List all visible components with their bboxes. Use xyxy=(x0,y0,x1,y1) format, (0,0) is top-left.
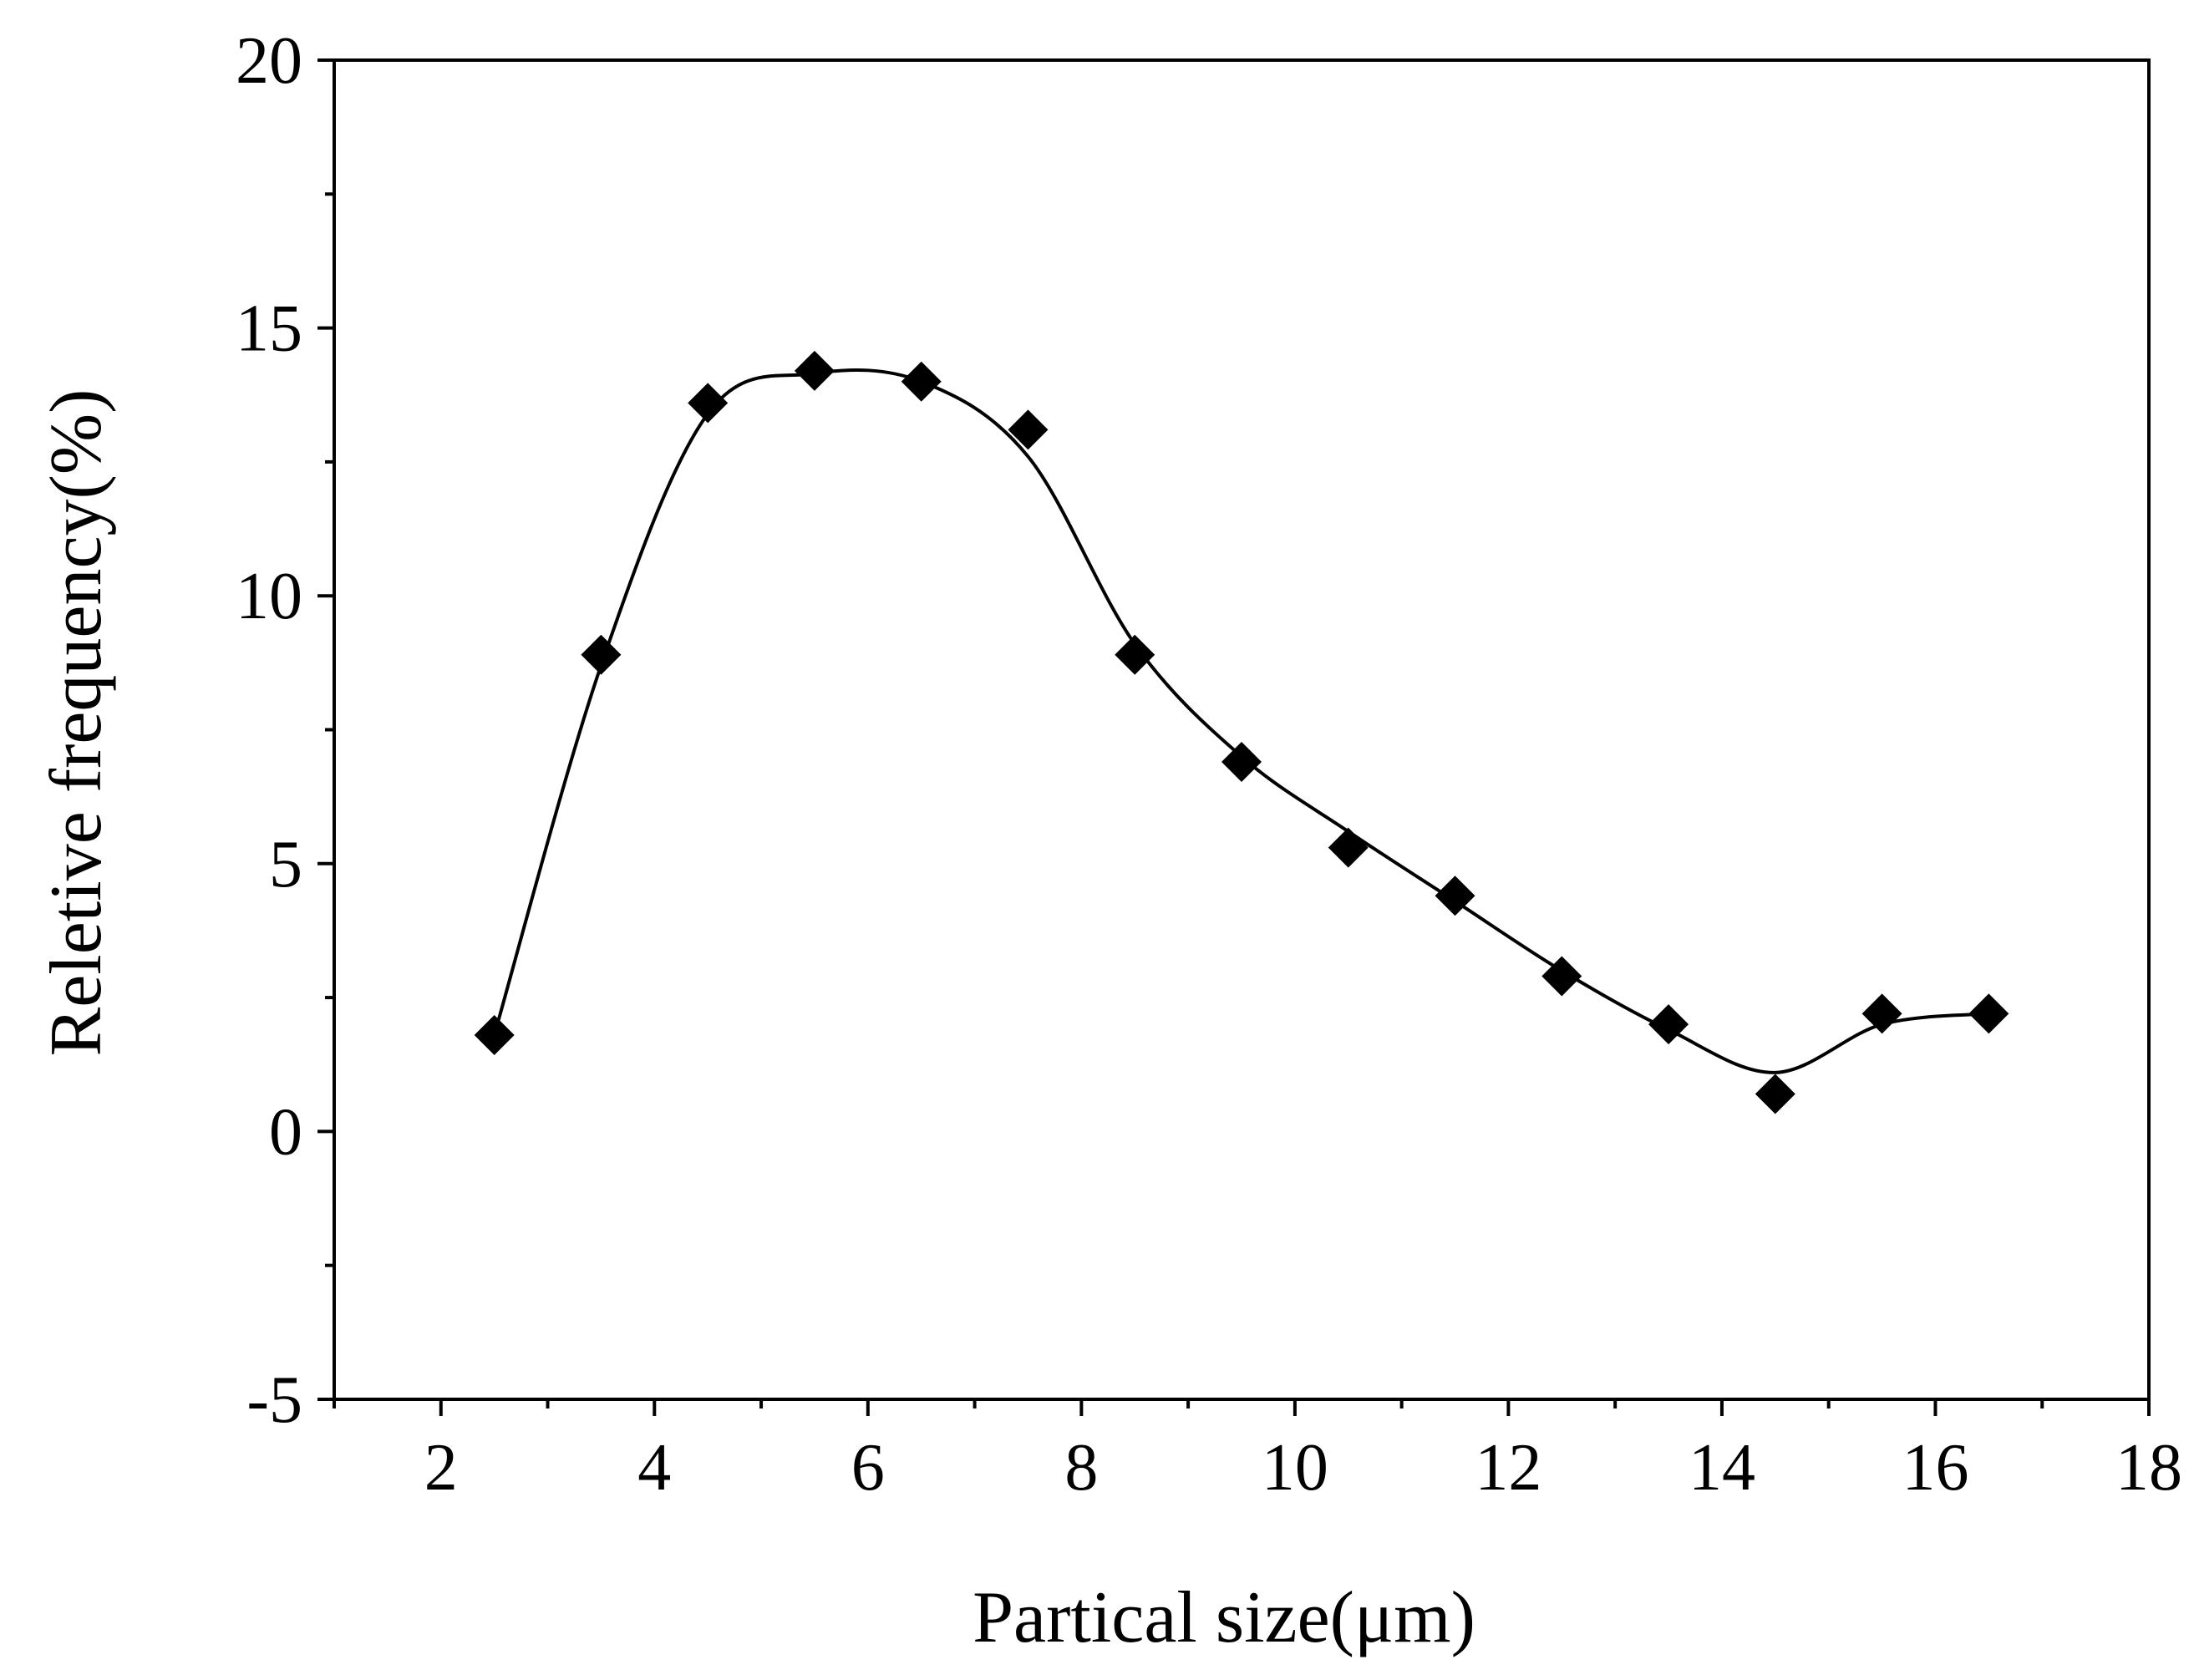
data-point xyxy=(1861,993,1902,1034)
data-point xyxy=(1328,827,1369,868)
data-markers xyxy=(474,350,2009,1114)
data-point xyxy=(1008,409,1049,450)
data-point xyxy=(688,383,729,424)
data-point xyxy=(1541,956,1582,997)
data-point xyxy=(901,361,942,402)
y-tick-label: 0 xyxy=(269,1095,302,1169)
y-tick-label: 10 xyxy=(236,560,302,633)
data-point xyxy=(1648,1004,1689,1045)
data-point xyxy=(581,634,622,675)
x-axis-title: Partical size(μm) xyxy=(973,1577,1475,1658)
data-point xyxy=(794,350,835,391)
data-point xyxy=(1115,634,1155,675)
x-tick-label: 4 xyxy=(637,1431,671,1505)
data-point xyxy=(1755,1073,1795,1114)
x-tick-label: 8 xyxy=(1064,1431,1098,1505)
data-point xyxy=(1968,993,2009,1034)
fit-curve xyxy=(492,368,1989,1074)
data-point xyxy=(474,1014,515,1055)
y-tick-label: 5 xyxy=(269,828,302,901)
y-tick-label: -5 xyxy=(246,1363,302,1437)
x-tick-label: 18 xyxy=(2115,1431,2182,1505)
y-tick-label: 20 xyxy=(236,24,302,98)
x-tick-label: 16 xyxy=(1902,1431,1968,1505)
x-tick-label: 2 xyxy=(424,1431,458,1505)
x-tick-label: 6 xyxy=(851,1431,885,1505)
x-tick-label: 12 xyxy=(1475,1431,1541,1505)
x-tick-label: 14 xyxy=(1689,1431,1755,1505)
data-point xyxy=(1435,876,1475,916)
y-axis-ticks: -5 0 5 10 15 20 xyxy=(236,24,334,1437)
data-point xyxy=(1221,741,1262,782)
y-tick-label: 15 xyxy=(236,292,302,366)
plot-frame xyxy=(333,58,2151,1401)
x-axis-ticks: 2 4 6 8 10 12 14 16 18 xyxy=(333,1399,2182,1505)
y-axis-title: Reletive frequency(%) xyxy=(36,389,117,1057)
x-tick-label: 10 xyxy=(1262,1431,1328,1505)
